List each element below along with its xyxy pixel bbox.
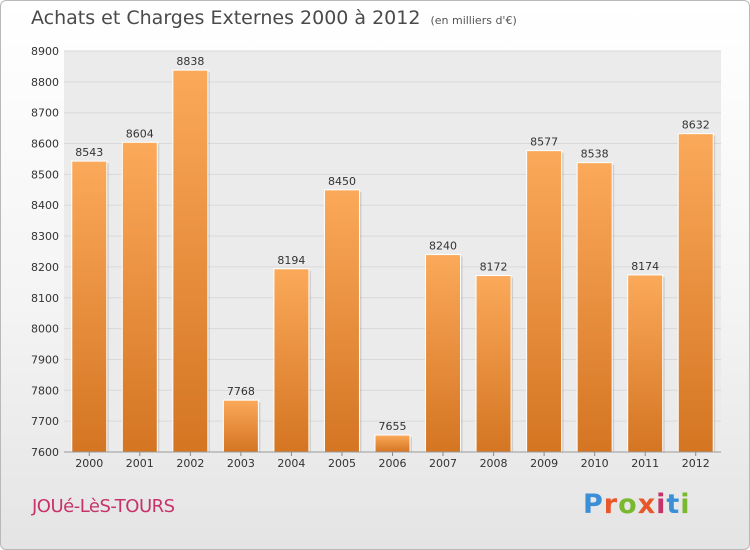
x-tick-label: 2010 (581, 457, 609, 470)
bar (425, 254, 462, 453)
data-label: 7655 (379, 420, 407, 433)
data-label: 8838 (176, 55, 204, 68)
x-tick-label: 2012 (682, 457, 710, 470)
data-label: 8174 (631, 260, 659, 273)
bar (172, 69, 209, 453)
bar (475, 275, 512, 453)
y-tick-label: 8500 (31, 168, 59, 181)
y-tick-label: 8700 (31, 107, 59, 120)
data-labels: 8543 8604 8838 7768 8194 8450 7655 8240 8172 8577… (75, 55, 709, 433)
y-tick-label: 8400 (31, 199, 59, 212)
x-tick-label: 2007 (429, 457, 457, 470)
bar (121, 141, 158, 453)
y-tick-label: 8000 (31, 323, 59, 336)
data-label: 8172 (480, 261, 508, 274)
x-tick-label: 2002 (176, 457, 204, 470)
bar (71, 160, 108, 453)
chart-unit: (en milliers d'€) (430, 14, 517, 27)
x-tick-label: 2005 (328, 457, 356, 470)
y-tick-label: 8600 (31, 138, 59, 151)
x-tick-label: 2004 (277, 457, 305, 470)
bar (222, 399, 259, 453)
y-tick-label: 8200 (31, 261, 59, 274)
logo-letter: x (637, 489, 657, 520)
city-name: JOUé-LèS-TOURS (32, 496, 175, 517)
logo-letter: t (666, 489, 681, 520)
data-label: 8632 (682, 119, 710, 132)
plot-area (64, 51, 721, 452)
logo-letter: o (618, 489, 638, 520)
y-tick-label: 8100 (31, 292, 59, 305)
logo-letter: i (656, 489, 667, 520)
data-label: 8577 (530, 136, 558, 149)
bar (576, 162, 613, 453)
chart-title-block: Achats et Charges Externes 2000 à 2012 (e… (31, 7, 517, 29)
chart-title: Achats et Charges Externes 2000 à 2012 (31, 7, 421, 29)
y-tick-label: 8800 (31, 76, 59, 89)
x-tick-label: 2009 (530, 457, 558, 470)
x-tick-label: 2001 (126, 457, 154, 470)
data-label: 7768 (227, 385, 255, 398)
y-tick-label: 7900 (31, 353, 59, 366)
x-tick-label: 2000 (75, 457, 103, 470)
data-label: 8604 (126, 127, 154, 140)
y-axis-ticks: 7600 7700 7800 7900 8000 8100 8200 8300 8400 8500… (31, 45, 59, 459)
bar (323, 189, 360, 453)
bars (71, 69, 716, 453)
bar (273, 268, 310, 453)
y-tick-label: 8300 (31, 230, 59, 243)
bar (627, 274, 664, 453)
x-axis-ticks: 2000 2001 2002 2003 2004 2005 2006 2007 2008 2009… (64, 451, 721, 470)
data-label: 8194 (277, 254, 305, 267)
y-tick-label: 7800 (31, 384, 59, 397)
logo-letter: i (680, 489, 691, 520)
y-tick-label: 8900 (31, 45, 59, 58)
data-label: 8240 (429, 240, 457, 253)
x-tick-label: 2011 (631, 457, 659, 470)
logo-letter: r (603, 489, 619, 520)
bar (526, 150, 563, 453)
data-label: 8538 (581, 148, 609, 161)
data-label: 8543 (75, 146, 103, 159)
data-label: 8450 (328, 175, 356, 188)
bar (374, 434, 411, 453)
x-tick-label: 2006 (379, 457, 407, 470)
y-tick-label: 7700 (31, 415, 59, 428)
y-tick-label: 7600 (31, 446, 59, 459)
bar (677, 133, 714, 453)
proxiti-logo: Proxiti (583, 489, 691, 520)
logo-letter: P (583, 489, 604, 520)
x-tick-label: 2003 (227, 457, 255, 470)
x-tick-label: 2008 (480, 457, 508, 470)
